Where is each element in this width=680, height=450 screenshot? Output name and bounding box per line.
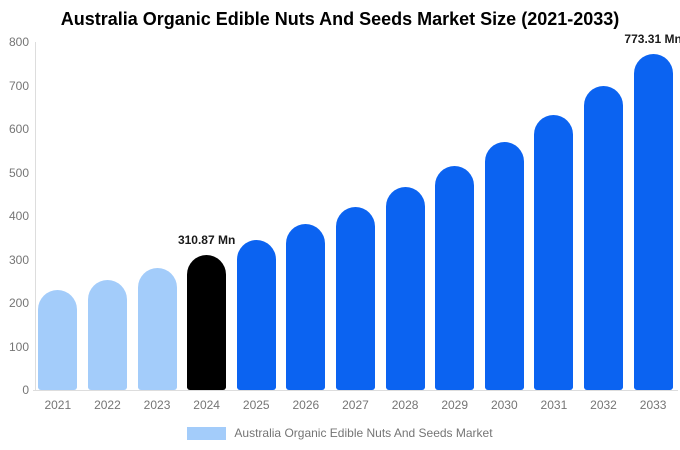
x-tick-label-2032: 2032 — [590, 398, 617, 412]
bar-slot-2026 — [281, 42, 331, 390]
bar-slot-2022 — [83, 42, 133, 390]
x-tick-label-2033: 2033 — [639, 398, 667, 412]
bar-2022[interactable] — [87, 279, 127, 390]
y-tick-label-700: 700 — [8, 78, 29, 93]
x-axis-tick-labels: 2021 2022 2023 2024 2025 2026 2027 2028 2029 2030… — [33, 398, 678, 412]
legend: Australia Organic Edible Nuts And Seeds … — [0, 426, 680, 440]
legend-label: Australia Organic Edible Nuts And Seeds … — [234, 426, 493, 440]
bar-slot-2029 — [430, 42, 480, 390]
bar-slot-2024: 310.87 Mn — [178, 42, 235, 390]
bar-2032[interactable] — [584, 86, 623, 390]
bar-slot-2028 — [380, 42, 430, 390]
bar-slot-2027 — [331, 42, 381, 390]
x-tick-label-2026: 2026 — [292, 398, 320, 412]
bar-2024[interactable] — [187, 254, 227, 390]
bar-2023[interactable] — [137, 267, 177, 390]
x-tick-label-2022: 2022 — [94, 398, 121, 412]
bar-value-label-2033: 773.31 Mn — [624, 31, 680, 46]
bar-2026[interactable] — [286, 224, 326, 390]
x-tick-label-2029: 2029 — [441, 398, 469, 412]
legend-swatch — [187, 426, 227, 440]
bar-slot-2033: 773.31 Mn — [624, 32, 680, 390]
y-tick-label-100: 100 — [8, 339, 29, 354]
bar-value-label-2024: 310.87 Mn — [177, 232, 236, 247]
bar-2021[interactable] — [38, 290, 78, 390]
bar-2031[interactable] — [534, 115, 574, 390]
bar-2029[interactable] — [435, 165, 475, 390]
y-tick-label-600: 600 — [8, 122, 29, 136]
x-tick-label-2031: 2031 — [540, 398, 568, 412]
x-tick-label-2025: 2025 — [242, 398, 270, 412]
y-tick-label-800: 800 — [8, 35, 29, 49]
x-axis-line — [33, 390, 678, 391]
bar-slot-2023 — [132, 42, 182, 390]
bar-slot-2030 — [479, 42, 529, 390]
bar-2025[interactable] — [236, 240, 276, 390]
y-tick-label-500: 500 — [8, 165, 29, 180]
plot-area: 310.87 Mn 773.31 Mn — [33, 32, 680, 390]
bar-2028[interactable] — [385, 187, 425, 390]
bar-2030[interactable] — [484, 141, 524, 390]
x-tick-label-2024: 2024 — [193, 398, 220, 412]
x-tick-label-2021: 2021 — [44, 398, 72, 412]
x-tick-label-2023: 2023 — [143, 398, 171, 412]
bar-2033[interactable] — [633, 53, 673, 390]
y-tick-label-300: 300 — [8, 252, 29, 267]
bar-slot-2025 — [231, 42, 281, 390]
x-tick-label-2030: 2030 — [490, 398, 518, 412]
y-tick-label-0: 0 — [22, 383, 29, 397]
bar-slot-2031 — [529, 42, 579, 390]
chart-title: Australia Organic Edible Nuts And Seeds … — [60, 9, 620, 29]
x-tick-label-2027: 2027 — [342, 398, 369, 412]
bar-slot-2021 — [33, 42, 83, 390]
x-tick-label-2028: 2028 — [391, 398, 419, 412]
y-axis-line — [35, 42, 36, 390]
y-tick-label-200: 200 — [8, 296, 29, 310]
bar-2027[interactable] — [335, 206, 375, 390]
bar-slot-2032 — [579, 42, 629, 390]
y-tick-label-400: 400 — [8, 209, 29, 223]
